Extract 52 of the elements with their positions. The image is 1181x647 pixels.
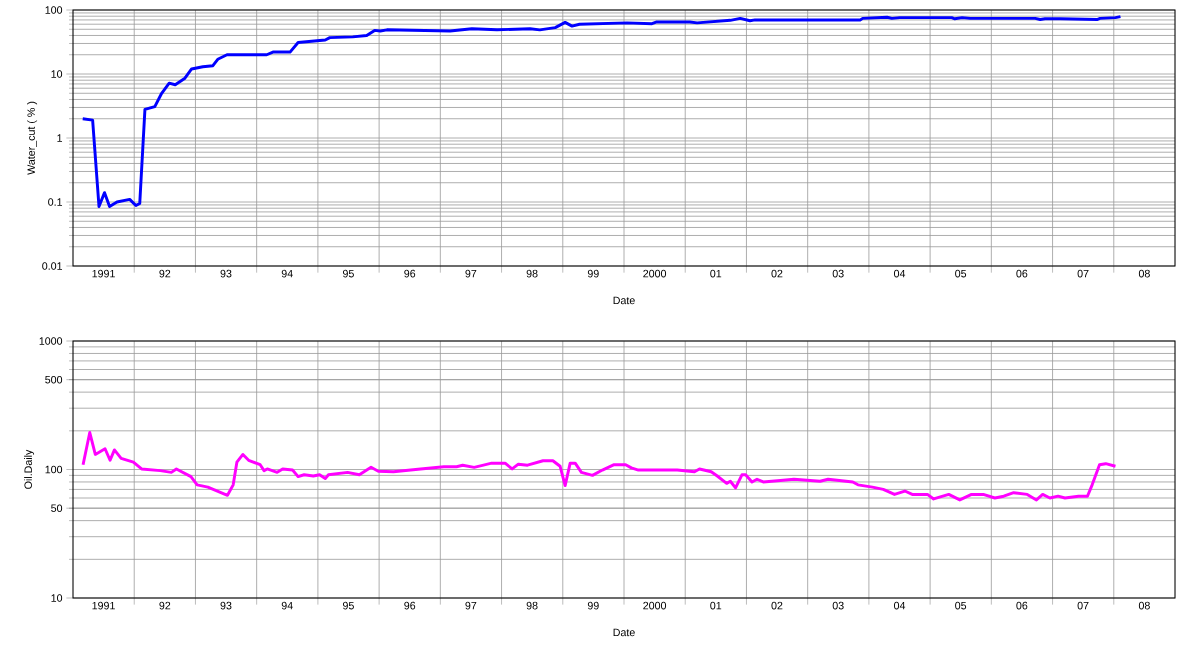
- y-tick-label: 1: [57, 134, 63, 142]
- x-tick-label: 02: [771, 269, 783, 278]
- x-tick-label: 94: [281, 269, 293, 278]
- y-tick-label: 10: [51, 594, 63, 602]
- x-tick-label: 98: [526, 269, 538, 278]
- x-tick-label: 96: [404, 601, 416, 610]
- x-tick-label: 06: [1016, 601, 1028, 610]
- x-axis-title: Date: [613, 296, 635, 305]
- x-tick-label: 97: [465, 269, 477, 278]
- x-tick-label: 05: [955, 601, 967, 610]
- x-tick-label: 06: [1016, 269, 1028, 278]
- x-tick-label: 05: [955, 269, 967, 278]
- line-series: [81, 15, 1122, 208]
- x-tick-label: 01: [710, 601, 722, 610]
- y-tick-label: 50: [51, 504, 63, 512]
- y-axis-title: Water_cut ( % ): [27, 101, 38, 175]
- x-tick-label: 97: [465, 601, 477, 610]
- x-tick-label: 04: [893, 601, 906, 610]
- y-tick-label: 10: [51, 70, 63, 78]
- x-tick-label: 08: [1138, 269, 1150, 278]
- y-tick-label: 500: [45, 375, 63, 384]
- x-tick-label: 2000: [643, 269, 667, 278]
- x-tick-label: 03: [832, 601, 844, 610]
- x-axis-title: Date: [613, 628, 635, 637]
- x-tick-label: 99: [587, 269, 599, 278]
- x-tick-label: 01: [710, 269, 722, 278]
- x-tick-label: 2000: [643, 601, 667, 610]
- x-tick-label: 95: [342, 269, 354, 278]
- y-tick-label: 100: [45, 465, 63, 474]
- y-tick-label: 1000: [39, 337, 63, 345]
- x-tick-label: 1991: [92, 269, 115, 278]
- x-tick-label: 93: [220, 601, 232, 610]
- x-tick-label: 95: [342, 601, 354, 610]
- x-tick-label: 02: [771, 601, 783, 610]
- x-tick-label: 04: [893, 269, 906, 278]
- x-tick-label: 99: [587, 601, 599, 610]
- y-tick-label: 100: [45, 6, 63, 14]
- y-tick-label: 0.01: [42, 262, 63, 270]
- y-tick-label: 0.1: [48, 198, 63, 206]
- x-tick-label: 08: [1138, 601, 1150, 610]
- x-tick-label: 07: [1077, 601, 1089, 610]
- x-tick-label: 03: [832, 269, 844, 278]
- x-tick-label: 07: [1077, 269, 1089, 278]
- y-axis-title: Oil.Daily: [24, 449, 35, 489]
- x-tick-label: 93: [220, 269, 232, 278]
- x-tick-label: 94: [281, 601, 293, 610]
- line-series: [81, 431, 1117, 502]
- x-tick-label: 96: [404, 269, 416, 278]
- x-tick-label: 92: [159, 601, 171, 610]
- x-tick-label: 92: [159, 269, 171, 278]
- x-tick-label: 98: [526, 601, 538, 610]
- x-tick-label: 1991: [92, 601, 115, 610]
